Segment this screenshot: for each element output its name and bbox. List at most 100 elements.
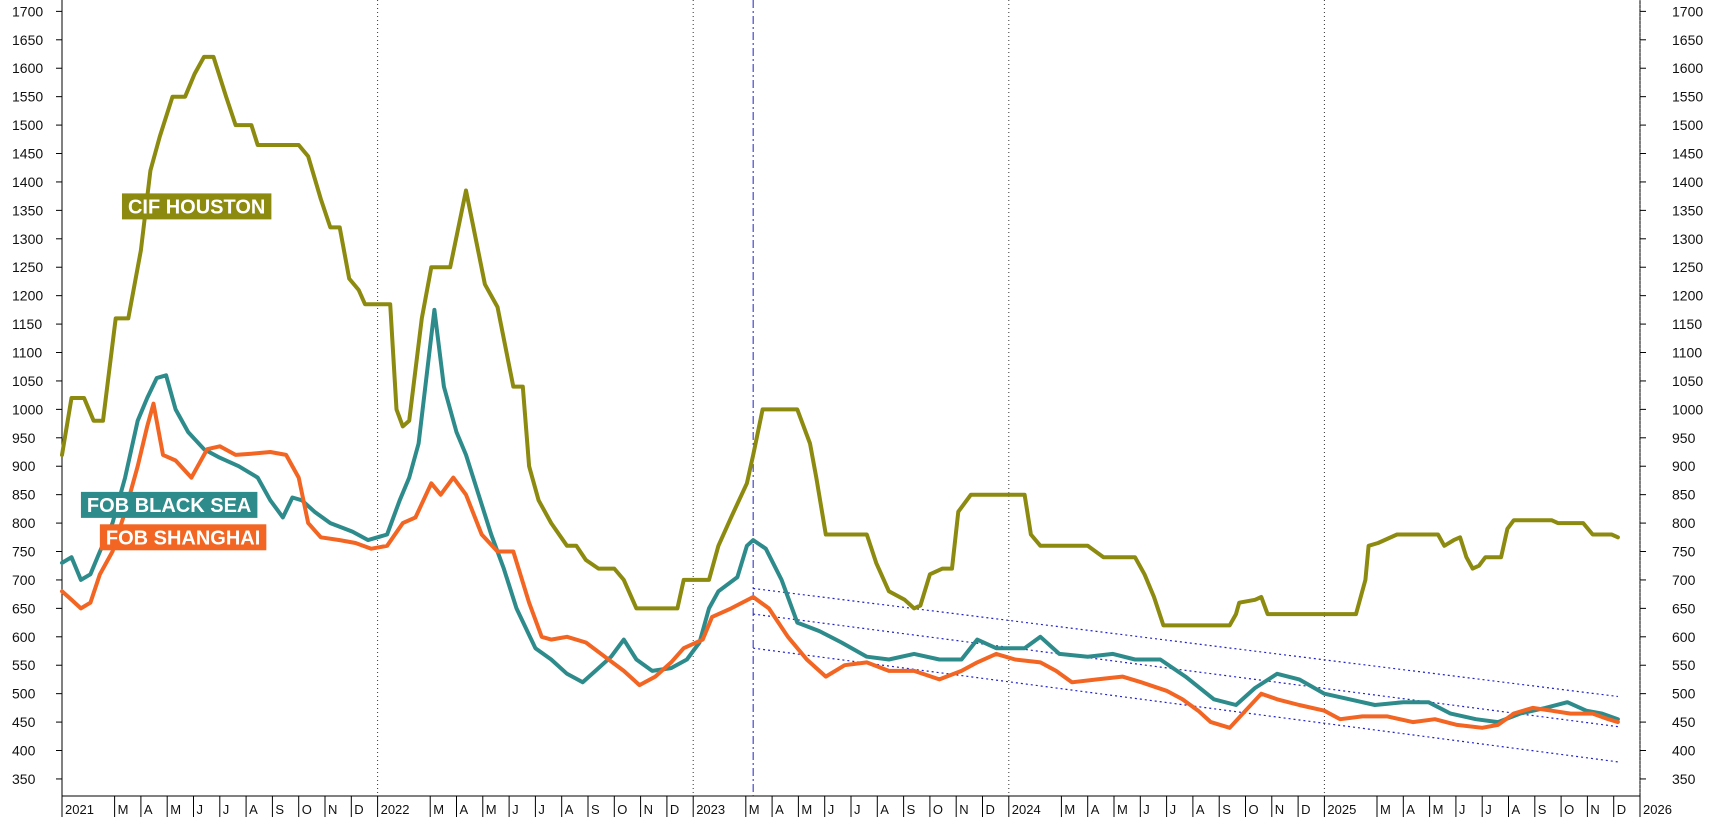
fob-black-sea-line (60, 307, 1620, 725)
x-tick-label: J (1143, 802, 1150, 817)
y-tick-label-left: 850 (12, 487, 36, 503)
fob-black-sea-label-box (80, 491, 258, 518)
x-tick-label: A (775, 802, 784, 817)
x-tick-label: M (486, 802, 497, 817)
x-tick-label: 2022 (381, 802, 410, 817)
x-tick-label: M (1064, 802, 1075, 817)
y-tick-label-right: 500 (1672, 686, 1696, 702)
x-tick-label: M (1433, 802, 1444, 817)
series-lines (60, 54, 1620, 730)
x-tick-label: A (460, 802, 469, 817)
x-tick-label: D (354, 802, 363, 817)
x-tick-label: A (1196, 802, 1205, 817)
trend-channel (753, 587, 1618, 763)
y-tick-label-right: 1600 (1672, 60, 1703, 76)
y-tick-label-right: 650 (1672, 600, 1696, 616)
x-tick-label: D (986, 802, 995, 817)
y-tick-label-right: 700 (1672, 572, 1696, 588)
x-tick-label: 2023 (696, 802, 725, 817)
y-tick-label-left: 800 (12, 515, 36, 531)
x-tick-label: M (1117, 802, 1128, 817)
y-tick-label-right: 1100 (1672, 345, 1702, 361)
x-tick-label: J (854, 802, 861, 817)
y-tick-label-left: 1600 (12, 60, 43, 76)
y-tick-label-left: 400 (12, 743, 36, 759)
y-tick-label-left: 1400 (12, 174, 43, 190)
y-tick-label-left: 1100 (12, 345, 42, 361)
x-tick-label: 2025 (1327, 802, 1356, 817)
y-tick-label-right: 1700 (1672, 3, 1703, 19)
x-tick-label: A (1091, 802, 1100, 817)
y-tick-label-right: 800 (1672, 515, 1696, 531)
cif-houston-label-text: CIF HOUSTON (128, 196, 265, 218)
y-tick-label-left: 500 (12, 686, 36, 702)
x-tick-label: 2026 (1643, 802, 1672, 817)
x-tick-label: D (1617, 802, 1626, 817)
x-tick-label: S (591, 802, 600, 817)
x-tick-label: S (275, 802, 284, 817)
year-gridlines (377, 0, 1641, 796)
series-labels: CIF HOUSTON FOB BLACK SEA FOB SHANGHAI (80, 193, 272, 551)
y-tick-label-right: 1050 (1672, 373, 1703, 389)
y-tick-label-right: 1450 (1672, 146, 1703, 162)
fob-black-sea-label-text: FOB BLACK SEA (87, 495, 251, 517)
fob-shanghai-line (60, 401, 1620, 730)
y-tick-label-left: 1550 (12, 89, 43, 105)
y-tick-label-right: 1250 (1672, 259, 1703, 275)
x-tick-label: M (1380, 802, 1391, 817)
y-tick-label-right: 1350 (1672, 202, 1703, 218)
y-tick-label-left: 1700 (12, 3, 43, 19)
y-tick-label-left: 550 (12, 657, 36, 673)
y-tick-label-right: 450 (1672, 714, 1696, 730)
y-tick-label-left: 1350 (12, 202, 43, 218)
x-tick-label: J (197, 802, 204, 817)
y-tick-label-left: 600 (12, 629, 36, 645)
x-tick-label: J (1170, 802, 1177, 817)
fob-shanghai-label-text: FOB SHANGHAI (106, 527, 260, 549)
y-tick-label-right: 600 (1672, 629, 1696, 645)
y-tick-label-left: 1000 (12, 401, 43, 417)
y-tick-label-right: 1000 (1672, 401, 1703, 417)
y-axis-right: 350 400 450 500 550 600 650 700 750 800 850 900 950 1… (1640, 3, 1703, 787)
x-tick-label: N (1275, 802, 1284, 817)
y-tick-label-right: 950 (1672, 430, 1696, 446)
x-tick-label: D (670, 802, 679, 817)
x-tick-label: S (907, 802, 916, 817)
x-tick-label: N (328, 802, 337, 817)
cif-houston-line (60, 54, 1620, 628)
x-tick-label: A (1511, 802, 1520, 817)
cif-houston-label: CIF HOUSTON (121, 193, 272, 220)
y-tick-label-left: 650 (12, 600, 36, 616)
y-tick-label-right: 1650 (1672, 32, 1703, 48)
y-tick-label-right: 1400 (1672, 174, 1703, 190)
y-tick-label-right: 1300 (1672, 231, 1703, 247)
y-tick-label-left: 450 (12, 714, 36, 730)
upper-trend-line (753, 587, 1618, 698)
x-tick-label: M (749, 802, 760, 817)
plot-frame (61, 0, 1641, 817)
x-axis: 2021 M A M J J A S O N D 2022 M A M J J A S O N D 2023 M A M J J A S O… (61, 796, 1672, 817)
y-tick-label-left: 1200 (12, 288, 43, 304)
y-tick-label-left: 750 (12, 544, 36, 560)
x-tick-label: M (170, 802, 181, 817)
y-tick-label-right: 350 (1672, 771, 1696, 787)
y-tick-label-left: 1050 (12, 373, 43, 389)
x-tick-label: A (565, 802, 574, 817)
y-tick-label-left: 900 (12, 458, 36, 474)
y-axis-left: 350 400 450 500 550 600 650 700 750 800 850 900 950 1… (12, 3, 62, 787)
y-tick-label-left: 1500 (12, 117, 43, 133)
x-tick-label: J (538, 802, 545, 817)
x-tick-label: J (828, 802, 835, 817)
fob-shanghai-label-box (99, 524, 267, 551)
x-tick-label: A (144, 802, 153, 817)
y-tick-label-right: 900 (1672, 458, 1696, 474)
y-tick-label-left: 350 (12, 771, 36, 787)
x-tick-label: J (512, 802, 519, 817)
y-tick-label-right: 1150 (1672, 316, 1702, 332)
y-tick-label-right: 1500 (1672, 117, 1703, 133)
x-tick-label: O (617, 802, 627, 817)
x-tick-label: M (433, 802, 444, 817)
x-tick-label: O (1249, 802, 1259, 817)
fob-shanghai-label: FOB SHANGHAI (99, 524, 267, 551)
